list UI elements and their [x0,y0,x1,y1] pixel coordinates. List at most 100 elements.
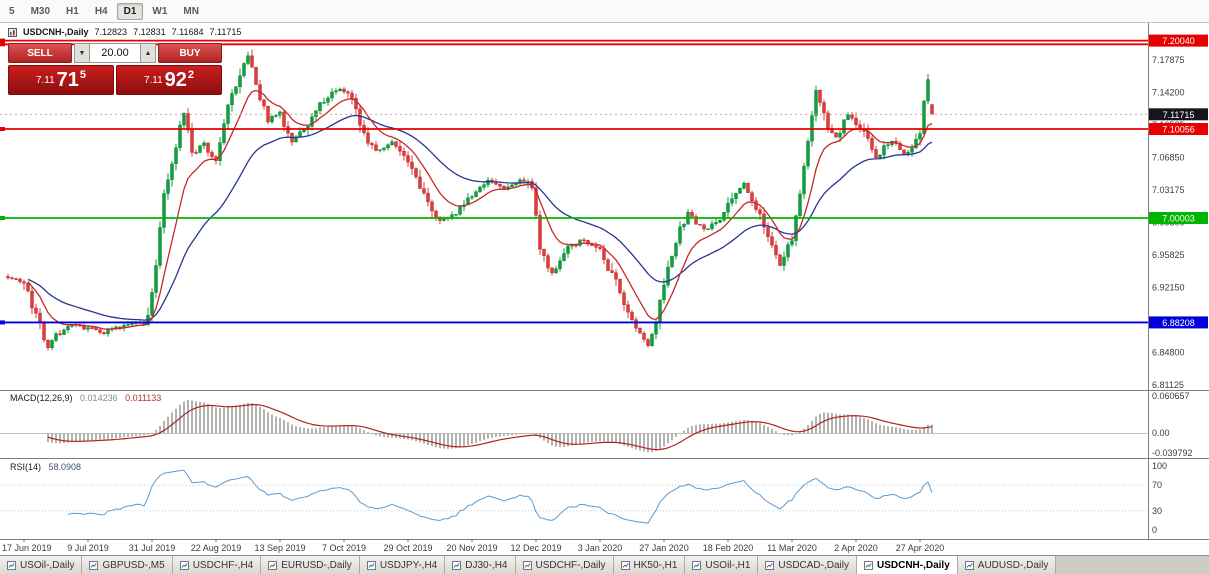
line-left-marker [0,216,5,220]
buy-price-sup: 2 [187,69,195,81]
tab-gbpusd-m5[interactable]: GBPUSD-,M5 [82,556,173,574]
rsi-scale[interactable]: 100 70 30 0 [1152,461,1167,535]
tab-usdchf-h4[interactable]: USDCHF-,H4 [172,556,262,574]
timeframe-w1[interactable]: W1 [152,5,168,17]
line-left-marker [0,320,5,325]
tab-usdchf-daily[interactable]: USDCHF-,Daily [515,556,614,574]
macd-axis-label: -0.039792 [1152,448,1193,458]
volume-increase-button[interactable]: ▲ [140,43,156,63]
macd-axis-label: 0.00 [1152,428,1170,438]
tab-label: USOil-,Daily [20,559,75,571]
volume-stepper: ▼ ▲ [74,43,156,63]
rsi-axis-label: 0 [1152,525,1157,535]
tab-eurusd-daily[interactable]: EURUSD-,Daily [261,556,360,574]
price-axis-label: 6.95825 [1152,250,1185,260]
buy-price-button[interactable]: 7.11 92 2 [116,65,222,95]
timeframe-toolbar: 5 M30 H1 H4 D1 W1 MN [0,0,1209,23]
price-line-label: 7.11715 [1149,108,1208,121]
price-line-label: 7.00003 [1149,212,1208,224]
timeframe-mn[interactable]: MN [183,5,199,17]
tab-label: GBPUSD-,M5 [102,559,165,571]
tab-usoil-h1[interactable]: USOil-,H1 [685,556,759,574]
rsi-axis-label: 30 [1152,506,1162,516]
sell-price-sup: 5 [79,69,87,81]
date-label: 20 Nov 2019 [446,543,497,553]
chart-icon [522,560,532,570]
date-label: 7 Oct 2019 [322,543,366,553]
buy-price-big: 92 [164,69,187,91]
tab-hk50-h1[interactable]: HK50-,H1 [613,556,686,574]
tab-label: USDCHF-,H4 [192,559,254,571]
sell-button[interactable]: SELL [8,43,72,63]
time-scale[interactable]: 17 Jun 2019 9 Jul 2019 31 Jul 2019 22 Aug 2… [2,539,944,553]
ohlc-close: 7.11715 [209,27,242,37]
svg-text:7.11715: 7.11715 [1163,110,1195,120]
tab-label: USDJPY-,H4 [379,559,438,571]
macd-panel [47,400,933,453]
date-label: 22 Aug 2019 [191,543,242,553]
line-left-marker [0,127,5,132]
tab-usdcnh-daily[interactable]: USDCNH-,Daily [856,556,958,574]
date-label: 27 Apr 2020 [896,543,945,553]
timeframe-5[interactable]: 5 [9,5,15,17]
chart-icon [964,560,974,570]
chart-icon [7,560,16,570]
chart-window-icon [8,27,17,37]
timeframe-h1[interactable]: H1 [66,5,79,17]
timeframe-d1[interactable]: D1 [116,2,144,20]
volume-input[interactable] [90,43,140,63]
tab-usoil-daily[interactable]: USOil-,Daily [0,556,83,574]
symbol-title: USDCNH-,Daily [23,27,89,37]
tab-usdjpy-h4[interactable]: USDJPY-,H4 [359,556,446,574]
tab-label: USDCNH-,Daily [876,559,950,571]
buy-button[interactable]: BUY [158,43,222,63]
line-left-marker [0,42,5,47]
line-left-marker [0,38,5,43]
sell-price-big: 71 [56,69,79,91]
chart-ohlc-title: USDCNH-,Daily 7.12823 7.12831 7.11684 7.… [8,27,241,37]
tab-label: USDCHF-,Daily [535,559,606,571]
timeframe-m30[interactable]: M30 [30,5,51,17]
price-axis-label: 7.14200 [1152,87,1185,97]
rsi-value: 58.0908 [48,462,82,472]
ohlc-high: 7.12831 [133,27,166,37]
date-label: 18 Feb 2020 [703,543,754,553]
date-label: 17 Jun 2019 [2,543,52,553]
svg-text:7.20040: 7.20040 [1162,36,1195,46]
date-label: 29 Oct 2019 [383,543,432,553]
tab-label: DJ30-,H4 [465,559,508,571]
macd-name: MACD(12,26,9) [10,393,73,403]
chart-icon [452,560,462,570]
chart-tab-bar: USOil-,Daily GBPUSD-,M5 USDCHF-,H4 EURUSD-,… [0,555,1209,574]
macd-scale[interactable]: 0.060657 0.00 -0.039792 [1152,391,1193,458]
tab-label: EURUSD-,Daily [281,559,352,571]
rsi-axis-label: 100 [1152,461,1167,471]
sell-price-button[interactable]: 7.11 71 5 [8,65,114,95]
volume-decrease-button[interactable]: ▼ [74,43,90,63]
chart-icon [620,560,630,570]
ohlc-open: 7.12823 [94,27,128,37]
chart-icon [268,560,278,570]
chart-plot[interactable]: 7.178757.142007.105257.068507.031756.995… [0,22,1209,556]
macd-main-value: 0.014236 [80,393,118,403]
macd-indicator-label: MACD(12,26,9) 0.014236 0.011133 [10,393,161,403]
price-axis-label: 7.03175 [1152,185,1185,195]
rsi-indicator-label: RSI(14) 58.0908 [10,462,81,472]
tab-usdcad-daily[interactable]: USDCAD-,Daily [758,556,857,574]
tab-dj30-h4[interactable]: DJ30-,H4 [445,556,516,574]
price-axis-label: 6.92150 [1152,283,1185,293]
sell-price-prefix: 7.11 [35,74,55,86]
tab-audusd-daily[interactable]: AUDUSD-,Daily [957,556,1057,574]
macd-signal-value: 0.011133 [125,393,162,403]
svg-text:7.00003: 7.00003 [1162,214,1195,224]
svg-text:7.10056: 7.10056 [1162,125,1195,135]
chart-window[interactable]: 7.178757.142007.105257.068507.031756.995… [0,22,1209,556]
candlesticks [6,49,934,351]
price-line-label: 7.10056 [1149,123,1208,136]
ohlc-low: 7.11684 [171,27,204,37]
tab-label: AUDUSD-,Daily [977,559,1049,571]
timeframe-h4[interactable]: H4 [94,5,108,17]
price-axis-label: 6.84800 [1152,348,1185,358]
date-label: 12 Dec 2019 [510,543,561,553]
price-axis-label: 6.81125 [1152,380,1184,390]
